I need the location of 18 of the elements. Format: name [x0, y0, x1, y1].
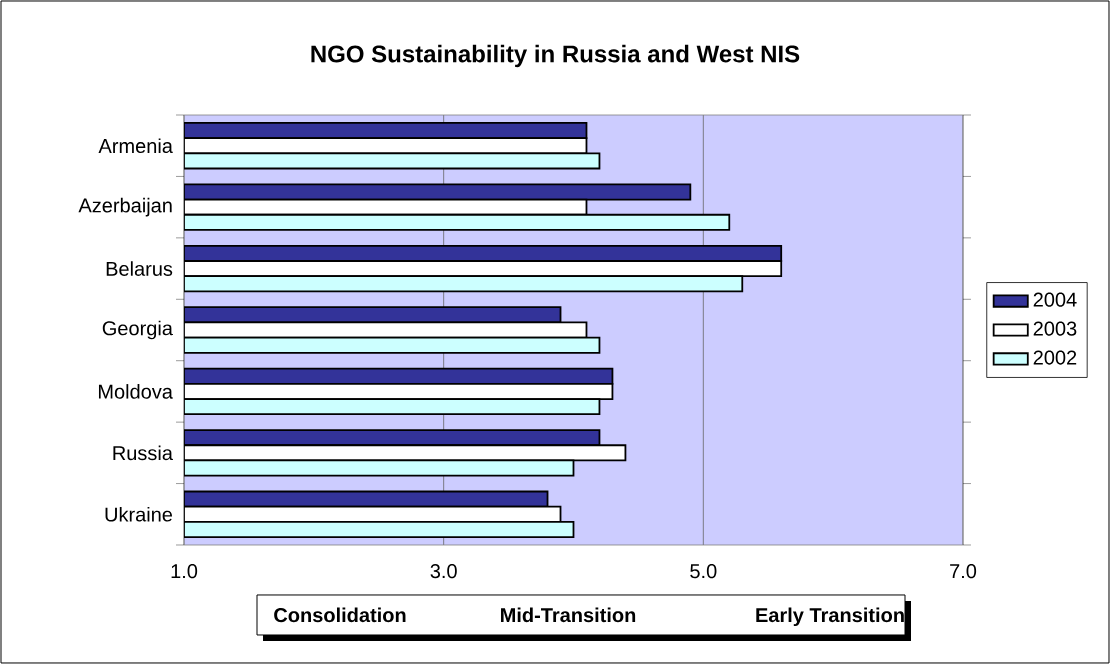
legend-label: 2002	[1033, 350, 1077, 365]
text: Early Transition	[756, 607, 904, 627]
legend-label: 2004	[1033, 292, 1077, 307]
x-tick-label: 1.0	[171, 564, 198, 579]
y-tick-label: Russia	[113, 445, 173, 461]
y-tick-label: Belarus	[106, 261, 173, 276]
y-tick-label: Moldova	[98, 384, 173, 399]
text: Mid-Transition	[501, 607, 636, 623]
y-tick-label: Georgia	[102, 320, 173, 340]
x-tick-label: 5.0	[690, 564, 717, 579]
x-tick-label: 7.0	[950, 564, 977, 579]
y-tick-label: Armenia	[98, 138, 173, 154]
x-tick-label: 3.0	[430, 564, 457, 579]
chart-title: NGO Sustainability in Russia and West NIS	[311, 44, 800, 68]
y-tick-label: Azerbaijan	[78, 197, 172, 217]
legend-label: 2003	[1033, 321, 1077, 336]
text: Consolidation	[274, 607, 406, 623]
y-tick-label: Ukraine	[105, 506, 173, 522]
